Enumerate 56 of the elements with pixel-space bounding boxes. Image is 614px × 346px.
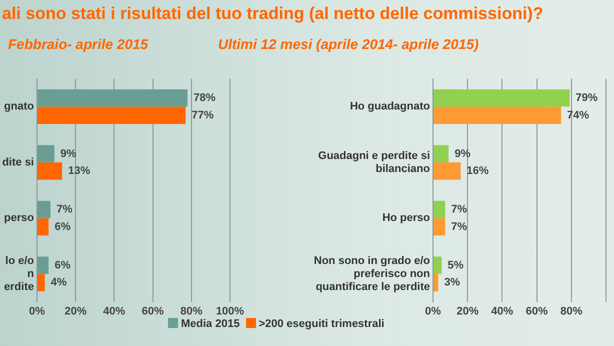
- bar: [38, 274, 45, 292]
- x-tick-label: 20%: [456, 305, 479, 318]
- bar: [38, 256, 49, 274]
- data-label: 7%: [451, 204, 468, 216]
- chart-subtitle: Febbraio- aprile 2015: [8, 36, 148, 52]
- data-label: 16%: [466, 165, 489, 178]
- data-label: 4%: [50, 276, 67, 289]
- data-label: 7%: [451, 220, 468, 233]
- y-tick-label: Ho perso: [382, 212, 430, 224]
- x-tick-label: 0%: [29, 305, 46, 318]
- x-tick-label: 40%: [103, 305, 126, 318]
- data-label: 78%: [194, 92, 216, 104]
- data-label: 9%: [454, 148, 471, 160]
- y-tick-label: lo e/o n erdite: [4, 254, 34, 294]
- y-tick-label: Non sono in grado e/o preferisco non quantificare le perdite: [314, 254, 430, 294]
- y-tick-label: perso: [4, 212, 34, 224]
- data-label: 9%: [60, 148, 76, 160]
- legend-label: Media 2015: [180, 318, 240, 330]
- bar: [434, 218, 446, 236]
- data-label: 6%: [54, 220, 71, 233]
- bar: [434, 200, 446, 218]
- bar: [38, 106, 186, 124]
- x-tick-label: 60%: [526, 305, 548, 318]
- x-tick-label: 60%: [142, 305, 164, 318]
- x-tick-label: 0%: [425, 305, 442, 318]
- data-label: 74%: [567, 109, 590, 122]
- x-tick-label: 100%: [216, 305, 244, 318]
- bar: [434, 162, 461, 180]
- bar: [38, 218, 49, 236]
- bar: [38, 89, 188, 107]
- chart-subtitle: Ultimi 12 mesi (aprile 2014- aprile 2015): [218, 36, 479, 52]
- bar: [434, 274, 438, 292]
- x-tick-label: 40%: [491, 305, 514, 318]
- x-tick-label: 20%: [64, 305, 87, 318]
- data-label: 13%: [68, 165, 90, 178]
- y-tick-label: Ho guadagnato: [350, 100, 430, 113]
- bar: [38, 145, 54, 162]
- data-label: 77%: [192, 109, 214, 122]
- bar: [434, 256, 442, 274]
- bar: [38, 162, 62, 180]
- bar: [434, 145, 449, 162]
- data-label: 5%: [448, 259, 464, 272]
- x-tick-label: 80%: [560, 305, 583, 318]
- data-label: 6%: [54, 259, 71, 272]
- data-label: 79%: [576, 92, 598, 104]
- bar: [38, 200, 51, 218]
- data-label: 7%: [56, 204, 73, 216]
- y-tick-label: dite si: [2, 156, 34, 168]
- y-tick-label: Guadagni e perdite si bilanciano: [318, 150, 430, 176]
- legend-label: >200 eseguiti trimestrali: [258, 318, 384, 330]
- data-label: 3%: [444, 276, 460, 289]
- bar: [434, 106, 562, 124]
- y-tick-label: gnato: [4, 100, 34, 113]
- text: ali sono stati i risultati del tuo trading (al netto delle commissioni)?: [2, 4, 544, 24]
- bar: [434, 89, 570, 107]
- x-tick-label: 80%: [180, 305, 203, 318]
